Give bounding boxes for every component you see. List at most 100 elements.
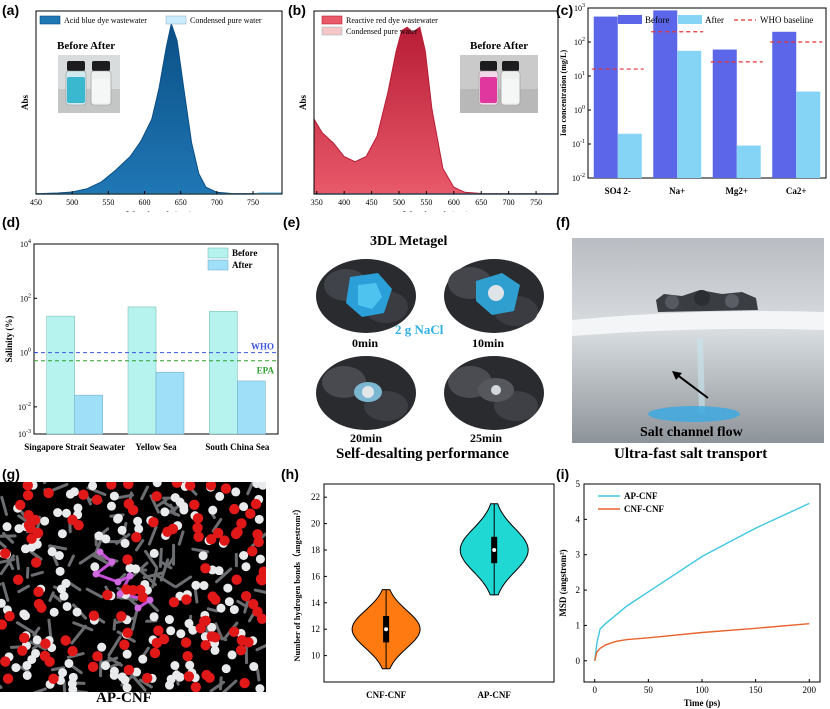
- bond: [191, 547, 210, 554]
- legend-label-d-after: After: [232, 260, 252, 270]
- hydrogen-atom: [22, 660, 32, 670]
- bond: [107, 635, 122, 657]
- oxygen-atom: [192, 522, 203, 533]
- y-tick-label-d-0: 10-3: [18, 429, 31, 439]
- x-tick-label-i-0: 0: [592, 685, 597, 695]
- x-tick-label-b-8: 750: [530, 198, 542, 207]
- panel-label-b: (b): [288, 2, 306, 18]
- oxygen-atom: [0, 656, 11, 667]
- x-tick-label-i-1: 50: [644, 685, 654, 695]
- y-tick-label-h-6: 22: [311, 492, 320, 502]
- oxygen-atom: [201, 669, 212, 681]
- oxygen-atom: [206, 533, 217, 545]
- y-tick-label-h-1: 12: [311, 624, 320, 634]
- bond: [214, 622, 224, 641]
- hydrogen-atom: [229, 605, 239, 615]
- hydrogen-atom: [88, 482, 98, 491]
- y-axis-label-h: Number of hydrogen bonds（angestrom²）: [292, 504, 302, 661]
- hydrogen-atom: [0, 598, 6, 608]
- oxygen-atom: [230, 528, 242, 540]
- legend-swatch-c-before: [618, 15, 642, 24]
- y-axis-label-d: Salinity (%): [4, 316, 14, 363]
- bond: [1, 581, 10, 602]
- oxygen-atom: [171, 482, 183, 488]
- x-tick-label-a-0: 450: [30, 198, 42, 207]
- bar-after-2: [736, 145, 761, 178]
- hydrogen-atom: [32, 635, 42, 645]
- y-tick-label-h-4: 18: [311, 545, 321, 555]
- bond: [147, 525, 158, 546]
- bond: [144, 549, 158, 569]
- hydrogen-atom: [53, 508, 63, 518]
- oxygen-atom: [200, 563, 211, 574]
- bond: [130, 673, 147, 692]
- e-title: 3DL Metagel: [370, 234, 448, 249]
- ap-atom: [92, 570, 100, 578]
- bar-before-d-0: [46, 315, 75, 435]
- panel-label-e: (e): [283, 214, 301, 230]
- oxygen-atom: [0, 619, 8, 630]
- x-tick-label-b-5: 600: [448, 198, 460, 207]
- legend-label-a-0: Acid blue dye wastewater: [64, 16, 147, 25]
- oxygen-atom: [219, 535, 230, 546]
- oxygen-atom: [183, 671, 195, 682]
- category-label-c-3: Ca2+: [786, 186, 807, 196]
- oxygen-atom: [25, 523, 36, 534]
- legend-label-c-before: Before: [645, 15, 670, 25]
- ap-atom: [134, 604, 142, 612]
- oxygen-atom: [22, 490, 34, 501]
- bond: [134, 539, 145, 552]
- y-tick-label-c-4: 102: [574, 37, 585, 47]
- hydrogen-atom: [214, 566, 224, 576]
- metagel-photo-25min: [444, 356, 544, 430]
- hydrogen-atom: [56, 584, 66, 594]
- y-axis-label-i: MSD (angstrom²): [558, 549, 568, 616]
- legend-swatch-a-0: [39, 15, 61, 25]
- oxygen-atom: [92, 651, 103, 662]
- x-tick-label-b-4: 550: [420, 198, 432, 207]
- hydrogen-atom: [122, 683, 132, 692]
- hydrogen-atom: [100, 661, 110, 671]
- hydrogen-atom: [210, 645, 220, 655]
- y-tick-label-c-2: 100: [574, 105, 585, 115]
- hydrogen-atom: [254, 514, 264, 524]
- legend-label-c-who: WHO baseline: [760, 15, 813, 25]
- y-tick-label-c-0: 10-2: [572, 173, 585, 183]
- hydrogen-atom: [215, 491, 225, 501]
- hydrogen-atom: [223, 583, 233, 593]
- hydrogen-atom: [132, 667, 142, 677]
- panel-label-d: (d): [2, 214, 20, 230]
- bond: [174, 575, 193, 589]
- hydrogen-atom: [58, 668, 68, 678]
- f-caption: Ultra-fast salt transport: [614, 446, 768, 462]
- y-tick-label-d-4: 104: [20, 239, 31, 249]
- salt-channel-flow-label: Salt channel flow: [640, 425, 743, 440]
- oxygen-atom: [36, 602, 47, 613]
- violin-median-0: [384, 627, 389, 632]
- hydrogen-atom: [122, 649, 132, 659]
- hydrogen-atom: [19, 609, 29, 619]
- salt-flow-photo: [572, 238, 824, 443]
- hydrogen-atom: [113, 514, 123, 524]
- category-label-h-0: CNF-CNF: [366, 690, 406, 700]
- hydrogen-atom: [2, 522, 12, 532]
- oxygen-atom: [192, 513, 204, 524]
- legend-swatch-c-after: [678, 15, 702, 24]
- metagel-photo-0min: [316, 259, 416, 333]
- category-label-d-2: South China Sea: [205, 442, 270, 452]
- y-axis-label-b: Abs: [298, 95, 308, 111]
- chart-h-hydrogen-bonds: 10 12 14 16 18 20 22 CNF-CNF AP-CNF Number of hyd…: [292, 483, 555, 700]
- oxygen-atom: [185, 482, 196, 491]
- oxygen-atom: [2, 673, 14, 684]
- ap-bond: [95, 572, 119, 584]
- hydrogen-atom: [47, 547, 57, 557]
- oxygen-atom: [229, 503, 240, 515]
- x-tick-label-a-1: 500: [66, 198, 78, 207]
- x-tick-label-i-4: 200: [803, 685, 817, 695]
- bond: [15, 555, 21, 571]
- hydrogen-atom: [120, 538, 130, 548]
- hydrogen-atom: [227, 650, 237, 660]
- oxygen-atom: [205, 482, 217, 491]
- oxygen-atom: [0, 548, 11, 559]
- y-tick-label-d-1: 10-2: [18, 402, 31, 412]
